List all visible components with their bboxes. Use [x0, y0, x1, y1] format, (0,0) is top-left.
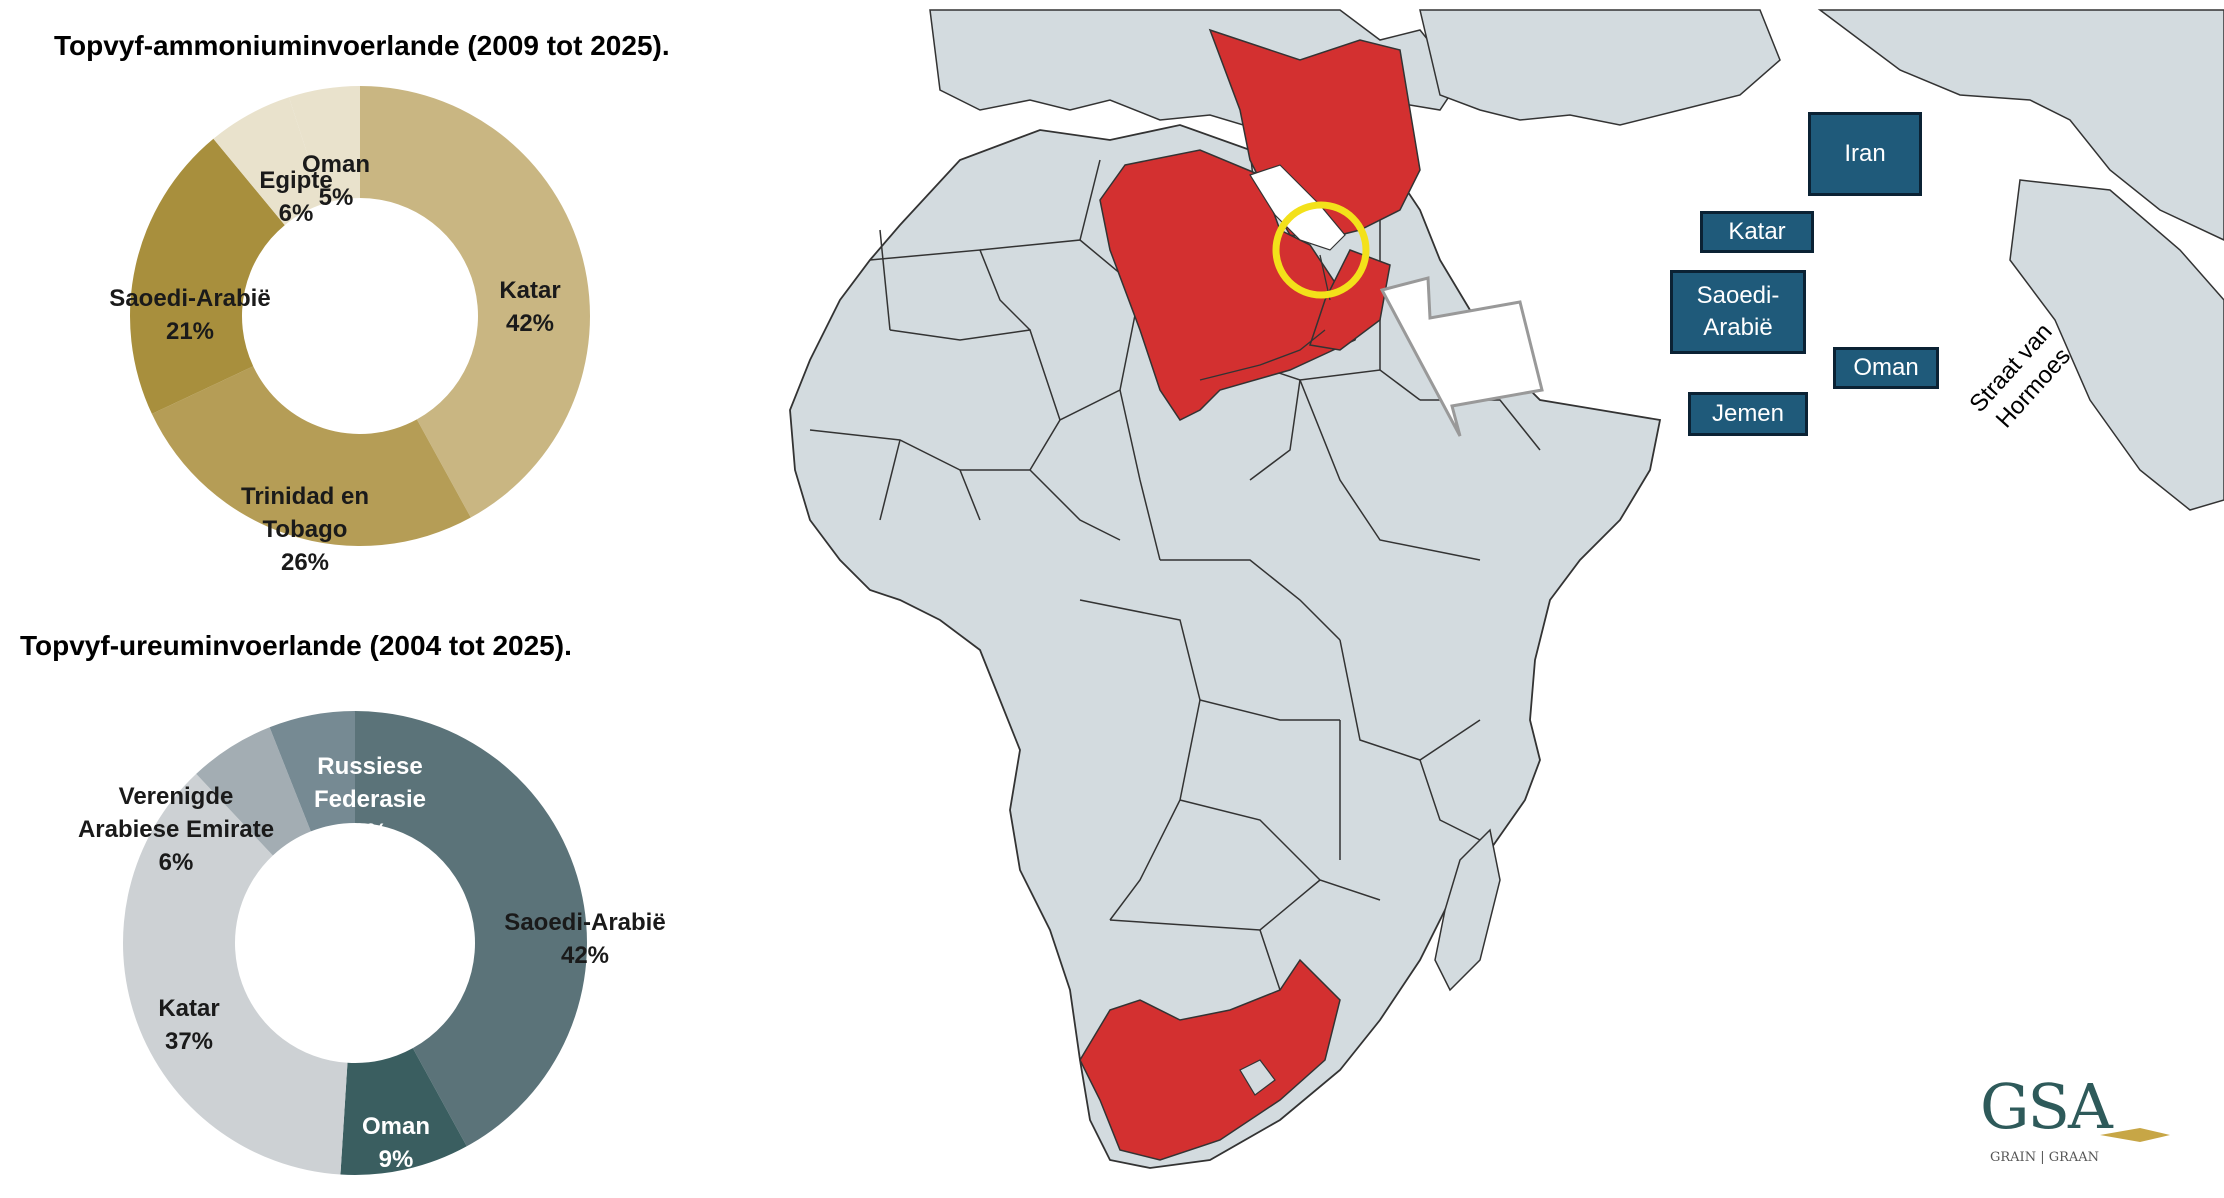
map-label-jemen: Jemen: [1688, 392, 1808, 436]
donut-label-0-0: Katar 42%: [499, 277, 561, 337]
donut-label-0-1: Trinidad en Tobago 26%: [240, 483, 370, 576]
map-label-oman: Oman: [1833, 347, 1939, 389]
donut-label-1-3: Verenigde Arabiese Emirate 6%: [77, 783, 275, 876]
donut-slice-1-oman: [340, 1048, 467, 1175]
donut-label-1-4: Russiese Federasie 6%: [313, 753, 427, 846]
donut-charts: [122, 86, 590, 1175]
donut-label-1-0: Saoedi-Arabië 42%: [504, 909, 666, 969]
donut-slice-0-katar: [360, 86, 590, 518]
donut-label-1-1: Oman 9%: [361, 1113, 431, 1173]
arabia-highlight: [1099, 149, 1381, 421]
africa-middle-east-map: [780, 0, 2224, 1198]
lesotho-land: [1239, 1059, 1276, 1096]
donut-slice-0-oman: [288, 86, 360, 204]
donut-slice-1-saoedi-arabi-: [355, 711, 587, 1147]
donut-slice-1-katar: [122, 773, 348, 1175]
donut-slice-0-egipte: [213, 97, 324, 226]
donut-slice-0-trinidad-en-tobago: [151, 366, 471, 546]
south-africa-highlight: [1079, 958, 1341, 1161]
logo-chevron-icon: [2100, 1128, 2170, 1142]
oman-highlight: [1309, 249, 1391, 351]
map-label-saoedi-arabie: Saoedi- Arabië: [1670, 270, 1806, 354]
map-label-katar: Katar: [1700, 211, 1814, 253]
turkey-caucasus-land: [1419, 9, 1781, 126]
logo-sub-text: GRAIN | GRAAN: [1990, 1150, 2100, 1165]
strait-arrow: [1379, 276, 1544, 437]
iran-highlight: [1208, 28, 1421, 241]
logo-main-text: GSA: [1980, 1070, 2113, 1143]
donut-slice-1-verenigde-arabiese-emirate: [196, 727, 311, 856]
donut-slice-0-saoedi-arabi-: [129, 138, 285, 414]
urea-chart-title: Topvyf-ureuminvoerlande (2004 tot 2025).: [20, 630, 572, 661]
donut-label-0-2: Saoedi-Arabië 21%: [109, 285, 271, 345]
donut-slice-1-russiese-federasie: [269, 710, 355, 832]
map-label-iran: Iran: [1808, 112, 1922, 196]
donut-label-0-4: Oman 5%: [301, 151, 371, 211]
donut-label-0-3: Egipte 6%: [259, 167, 333, 227]
india-land: [2009, 179, 2224, 511]
ammonium-chart-title: Topvyf-ammoniuminvoerlande (2009 tot 202…: [54, 30, 670, 61]
gsa-logo: GSA GRAIN | GRAAN: [1980, 1070, 2180, 1180]
strait-circle: [1272, 201, 1370, 299]
persian-gulf: [1249, 164, 1346, 251]
central-asia-land: [1817, 9, 2224, 241]
madagascar-land: [1434, 828, 1501, 992]
donut-label-1-2: Katar 37%: [158, 995, 220, 1055]
